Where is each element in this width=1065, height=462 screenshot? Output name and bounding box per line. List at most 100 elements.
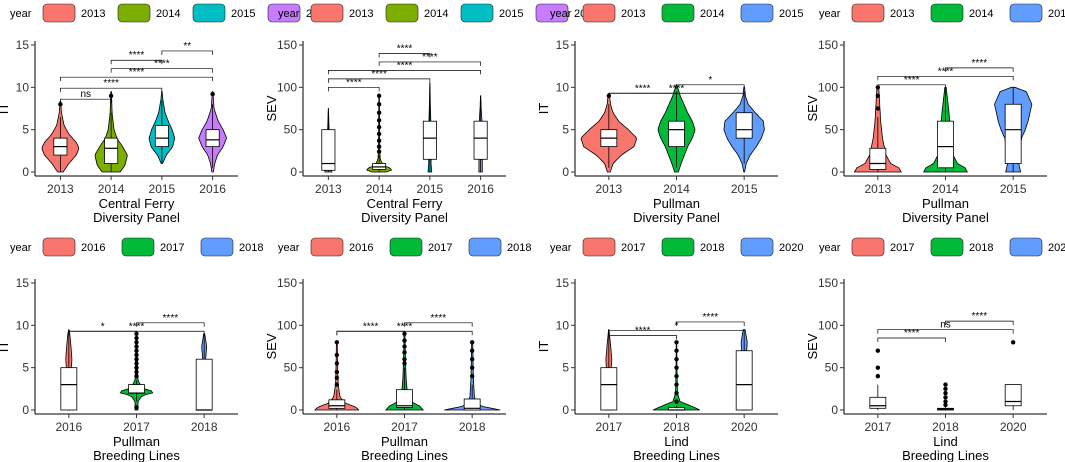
significance-label: **** [635,325,651,336]
legend-label-2014: 2014 [700,8,724,20]
y-tick-label: 150 [277,38,297,52]
y-tick-label: 150 [277,276,297,290]
significance-bracket [110,59,163,65]
box-2013 [869,147,887,170]
x-tick-label-2018: 2018 [191,420,218,434]
y-tick-label: 150 [818,276,838,290]
y-tick-label: 15 [556,38,570,52]
y-axis-label: SEV [805,333,820,359]
panel-5: year 2016 2017 2018 0 5 10 15 IT 2016 2017 2018 Pull… [0,237,263,462]
legend-swatch-2017 [389,237,423,257]
significance-label: ** [183,41,191,52]
x-tick-label-2020: 2020 [1000,420,1027,434]
outlier-2017 [134,357,139,362]
x-tick-label-2015: 2015 [731,182,758,196]
outlier-2017 [875,348,881,353]
panel-7: year 2017 2018 2020 0 5 10 15 IT 2017 2018 2020 Lind… [536,237,803,462]
x-tick-label-2014: 2014 [366,182,393,196]
x-tick-label-2016: 2016 [467,182,494,196]
outlier-2017 [134,348,139,353]
outlier-2016 [210,91,215,97]
y-tick-label: 50 [284,361,298,375]
x-axis-label-line-1: Pullman [381,434,428,449]
legend-swatch-2014 [930,3,964,23]
x-tick-label-2015: 2015 [149,182,176,196]
legend-swatch-2015 [1009,3,1043,23]
outlier-2014 [376,118,382,123]
y-tick-label: 100 [818,318,838,332]
legend-label-2020: 2020 [1048,242,1065,254]
outlier-2020 [1010,340,1016,345]
y-tick-label: 5 [22,123,29,137]
significance-bracket [877,337,946,343]
legend-label-2018: 2018 [700,242,724,254]
y-tick-label: 50 [825,361,839,375]
significance-label: * [101,321,105,332]
x-axis-label-line-1: Lind [933,434,958,449]
outlier-2018 [943,390,948,396]
outlier-2018 [943,399,948,404]
panel-4: year 2013 2014 2015 0 50 100 150 SEV 2013 2014 2015… [805,3,1065,225]
outlier-2018 [943,386,948,392]
legend-swatch-2016 [42,237,76,257]
significance-label: **** [703,312,719,323]
y-axis-label: SEV [264,333,279,359]
x-tick-label-2018: 2018 [932,420,959,434]
legend-swatch-2020 [1009,237,1043,257]
significance-bracket [68,330,205,336]
y-tick-label: 0 [562,165,569,179]
y-tick-label: 5 [22,361,29,375]
outlier-2017 [134,365,139,370]
significance-bracket [945,320,1014,326]
y-axis-label: IT [0,103,11,115]
x-tick-label-2015: 2015 [417,182,444,196]
legend-swatch-2017 [121,237,155,257]
outlier-2017 [875,365,881,370]
outlier-2018 [674,399,679,404]
significance-bracket [60,76,213,82]
significance-bracket [676,321,745,326]
legend-title: year [819,242,841,254]
panel-8: year 2017 2018 2020 0 50 100 150 SEV 2017 2018 2020… [805,237,1065,462]
legend-title: year [550,242,572,254]
significance-bracket [60,98,112,104]
legend-swatch-2017 [851,237,885,257]
outlier-2018 [674,382,679,387]
y-tick-label: 0 [22,165,29,179]
legend-label-2015: 2015 [499,8,523,20]
outlier-2013 [58,102,63,107]
legend-label-2017: 2017 [621,242,645,254]
outlier-2014 [376,124,382,130]
significance-label: ns [80,89,91,100]
significance-label: * [708,75,712,86]
outlier-2017 [134,335,139,341]
legend-swatch-2016 [267,3,301,23]
significance-bracket [328,78,431,83]
x-tick-label-2014: 2014 [932,182,959,196]
legend-label-2015: 2015 [231,8,255,20]
significance-bracket [161,50,213,55]
outlier-2017 [134,340,139,345]
significance-bracket [945,67,1014,72]
x-tick-label-2017: 2017 [391,420,418,434]
box-2018 [463,398,481,411]
outlier-2018 [469,365,475,370]
x-axis-label-line-1: Central Ferry [99,196,175,211]
box-2015 [1004,103,1022,164]
x-axis-label-line-1: Pullman [113,434,160,449]
outlier-2018 [943,395,948,400]
legend-title: year [278,8,300,20]
significance-bracket [608,335,677,340]
significance-label: **** [346,77,362,88]
outlier-2017 [134,344,139,349]
box-2015 [735,112,753,139]
y-tick-label: 0 [290,165,297,179]
legend-swatch-2015 [740,3,774,23]
legend-swatch-2014 [385,3,419,23]
legend-swatch-2016 [310,237,344,257]
x-tick-label-2015: 2015 [1000,182,1027,196]
legend-title: year [10,8,32,20]
box-2015 [154,125,169,148]
legend-title: year [278,242,300,254]
